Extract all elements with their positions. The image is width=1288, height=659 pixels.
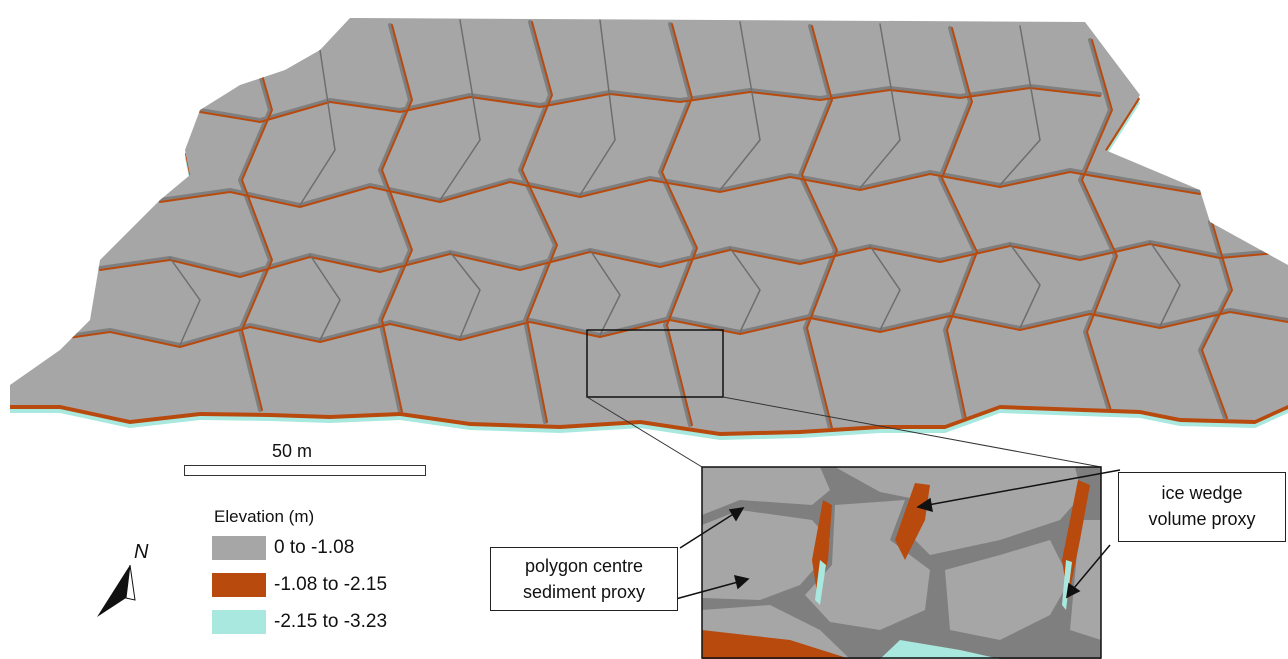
inset-locator-box <box>586 329 724 398</box>
zoom-inset <box>702 467 1101 659</box>
callout-arrows <box>671 469 1121 601</box>
zoom-inset-frame <box>701 466 1102 659</box>
legend-swatch-bottom <box>212 610 266 634</box>
callout-polygon-centre: polygon centre sediment proxy <box>490 547 678 611</box>
callout-ice-wedge-line2: volume proxy <box>1148 509 1256 529</box>
legend-label-bottom: -2.15 to -3.23 <box>274 611 388 632</box>
callout-ice-wedge-line1: ice wedge <box>1161 483 1243 503</box>
callout-ice-wedge: ice wedge volume proxy <box>1118 472 1286 542</box>
legend-swatch-middle <box>212 573 266 597</box>
callout-polygon-centre-line1: polygon centre <box>524 556 644 576</box>
inset-connector-line-right <box>722 396 1102 468</box>
north-arrow-label: N <box>134 541 149 563</box>
legend-title: Elevation (m) <box>214 507 315 526</box>
inset-connector-line-left <box>586 396 703 468</box>
terrain-base-layer <box>10 18 1288 440</box>
ice-wedge-crack-network <box>38 19 1288 430</box>
legend-swatch-top <box>212 536 266 560</box>
scale-bar-label: 50 m <box>272 441 313 461</box>
legend-label-middle: -1.08 to -2.15 <box>274 574 388 595</box>
legend-label-top: 0 to -1.08 <box>274 537 355 558</box>
callout-polygon-centre-line2: sediment proxy <box>522 582 646 602</box>
scale-bar <box>184 465 426 476</box>
north-arrow-icon <box>97 564 136 617</box>
